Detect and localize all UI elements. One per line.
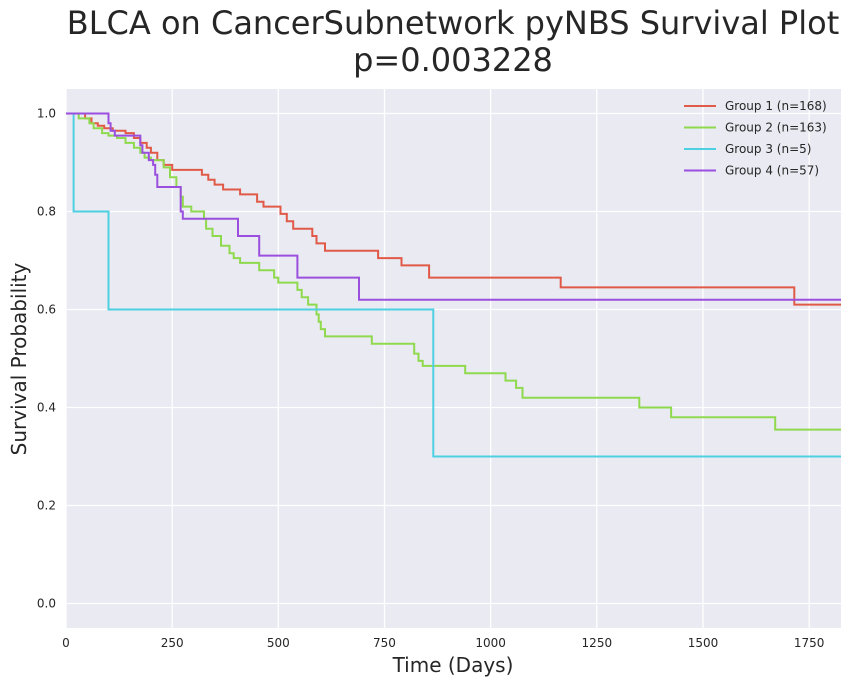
x-tick-label: 500 xyxy=(267,636,290,650)
grid xyxy=(65,89,841,628)
y-tick-label: 0.2 xyxy=(37,499,56,513)
series-line-group-1 xyxy=(66,112,841,306)
x-tick-label: 1000 xyxy=(475,636,506,650)
y-tick-label: 1.0 xyxy=(37,107,56,121)
series-line-group-3 xyxy=(66,112,841,458)
legend-entry-group-4: Group 4 (n=57) xyxy=(725,164,819,178)
series-line-group-4 xyxy=(66,112,841,301)
legend-entry-group-3: Group 3 (n=5) xyxy=(725,142,811,156)
legend: Group 1 (n=168) Group 2 (n=163) Group 3 (n… xyxy=(684,99,827,178)
chart-title-line1: BLCA on CancerSubnetwork pyNBS Survival … xyxy=(67,4,839,42)
y-axis-ticks: 0.0 0.2 0.4 0.6 0.8 1.0 xyxy=(37,107,56,611)
y-axis-label: Survival Probability xyxy=(7,262,31,455)
legend-entry-group-1: Group 1 (n=168) xyxy=(725,99,827,113)
series-line-group-2 xyxy=(66,112,841,431)
plot-area xyxy=(66,89,841,628)
x-tick-label: 0 xyxy=(62,636,70,650)
x-axis-ticks: 0 250 500 750 1000 1250 1500 1750 xyxy=(62,636,824,650)
series-group xyxy=(66,112,841,458)
legend-entry-group-2: Group 2 (n=163) xyxy=(725,121,827,135)
y-tick-label: 0.6 xyxy=(37,303,56,317)
x-tick-label: 1750 xyxy=(794,636,825,650)
x-tick-label: 750 xyxy=(373,636,396,650)
x-axis-label: Time (Days) xyxy=(392,653,514,677)
x-tick-label: 250 xyxy=(161,636,184,650)
x-tick-label: 1250 xyxy=(582,636,613,650)
y-tick-label: 0.8 xyxy=(37,205,56,219)
chart-title-line2: p=0.003228 xyxy=(353,41,553,79)
y-tick-label: 0.4 xyxy=(37,401,56,415)
y-tick-label: 0.0 xyxy=(37,597,56,611)
x-tick-label: 1500 xyxy=(688,636,719,650)
